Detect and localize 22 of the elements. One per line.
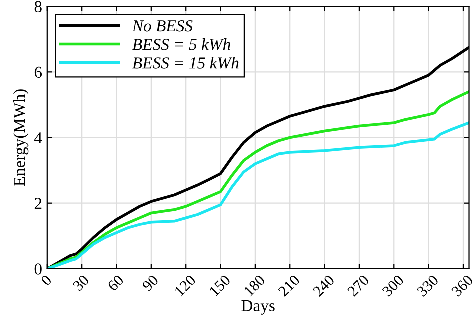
x-tick-label: 150 xyxy=(209,274,232,297)
x-axis-title: Days xyxy=(242,300,275,315)
x-tick-label: 60 xyxy=(107,274,124,292)
x-tick-label: 270 xyxy=(347,274,370,298)
x-tick-label: 330 xyxy=(416,274,440,298)
y-tick-label: 8 xyxy=(34,1,42,13)
x-tick-label: 180 xyxy=(244,274,266,297)
y-tick-label: 0 xyxy=(34,264,42,275)
y-tick-label: 2 xyxy=(34,198,42,210)
x-tick-label: 240 xyxy=(312,274,336,298)
x-tick-label: 90 xyxy=(142,274,160,292)
legend-label: BESS = 15 kWh xyxy=(132,57,239,69)
legend-label: No BESS xyxy=(132,20,193,32)
legend-label: BESS = 5 kWh xyxy=(132,38,230,50)
x-tick-label: 360 xyxy=(451,274,474,298)
x-tick-label: 30 xyxy=(72,274,90,292)
y-axis-title: Energy(MWh) xyxy=(13,90,29,186)
x-tick-label: 300 xyxy=(382,274,405,298)
x-tick-label: 210 xyxy=(278,274,301,298)
x-tick-label: 120 xyxy=(174,274,196,297)
y-tick-label: 6 xyxy=(34,66,42,78)
y-tick-label: 4 xyxy=(34,132,42,144)
